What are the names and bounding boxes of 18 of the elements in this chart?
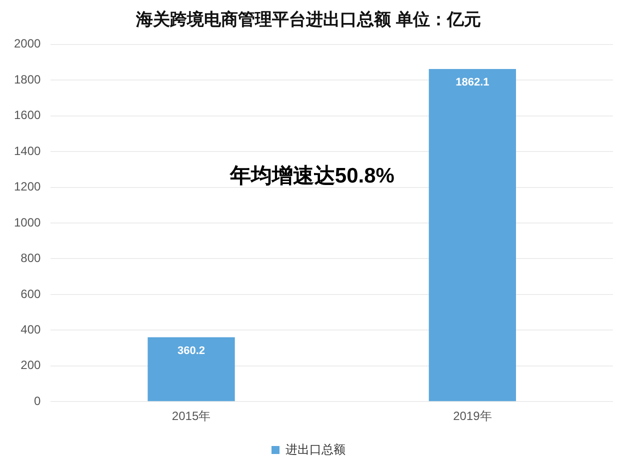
- data-label: 1862.1: [456, 76, 490, 89]
- y-tick-label: 200: [20, 358, 42, 372]
- y-tick-label: 800: [20, 251, 42, 266]
- y-tick-label: 1600: [14, 108, 42, 122]
- chart-title: 海关跨境电商管理平台进出口总额 单位：亿元: [135, 10, 481, 29]
- y-tick-label: 2000: [14, 36, 42, 51]
- legend-label: 进出口总额: [286, 442, 346, 456]
- y-tick-label: 0: [34, 394, 42, 408]
- y-tick-label: 600: [20, 286, 42, 301]
- y-tick-label: 1200: [14, 180, 42, 194]
- y-tick-label: 400: [20, 322, 42, 336]
- y-tick-label: 1800: [14, 72, 42, 86]
- y-tick-label: 1000: [14, 215, 42, 230]
- y-tick-label: 1400: [14, 144, 42, 158]
- annotation: 年均增速达50.8%: [228, 164, 395, 188]
- x-tick-label: 2015年: [172, 409, 211, 424]
- data-label: 360.2: [178, 344, 206, 357]
- x-tick-label: 2019年: [453, 409, 492, 424]
